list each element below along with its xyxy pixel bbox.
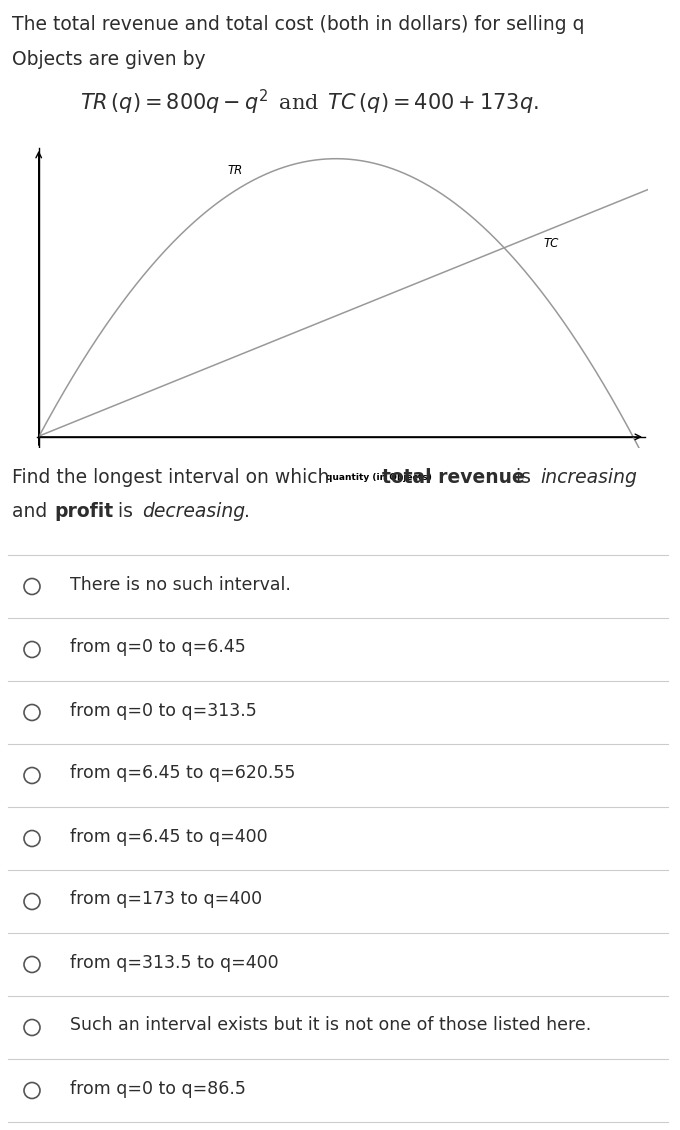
Text: from q=313.5 to q=400: from q=313.5 to q=400 [70, 954, 279, 972]
Text: from q=0 to q=86.5: from q=0 to q=86.5 [70, 1079, 246, 1097]
Text: is: is [510, 468, 537, 487]
Text: from q=0 to q=313.5: from q=0 to q=313.5 [70, 702, 257, 720]
Text: increasing: increasing [540, 468, 637, 487]
Text: and: and [12, 502, 53, 521]
Text: from q=6.45 to q=620.55: from q=6.45 to q=620.55 [70, 765, 295, 782]
Text: profit: profit [54, 502, 113, 521]
Text: is: is [112, 502, 139, 521]
Text: Such an interval exists but it is not one of those listed here.: Such an interval exists but it is not on… [70, 1017, 591, 1034]
Text: from q=0 to q=6.45: from q=0 to q=6.45 [70, 638, 245, 657]
Text: from q=173 to q=400: from q=173 to q=400 [70, 890, 262, 909]
Text: .: . [244, 502, 250, 521]
Text: $\mathit{TR}\,(q) = 800q - q^2\,$ and $\,\mathit{TC}\,(q) = 400 + 173q.$: $\mathit{TR}\,(q) = 800q - q^2\,$ and $\… [80, 88, 539, 118]
Text: decreasing: decreasing [142, 502, 245, 521]
Text: TR: TR [228, 164, 243, 177]
Text: quantity (in Objects): quantity (in Objects) [326, 473, 432, 483]
Text: total revenue: total revenue [382, 468, 525, 487]
Text: The total revenue and total cost (both in dollars) for selling q: The total revenue and total cost (both i… [12, 15, 585, 34]
Text: There is no such interval.: There is no such interval. [70, 575, 291, 593]
Text: Objects are given by: Objects are given by [12, 50, 205, 69]
Text: TC: TC [544, 236, 560, 250]
Text: Find the longest interval on which: Find the longest interval on which [12, 468, 335, 487]
Text: from q=6.45 to q=400: from q=6.45 to q=400 [70, 827, 268, 845]
